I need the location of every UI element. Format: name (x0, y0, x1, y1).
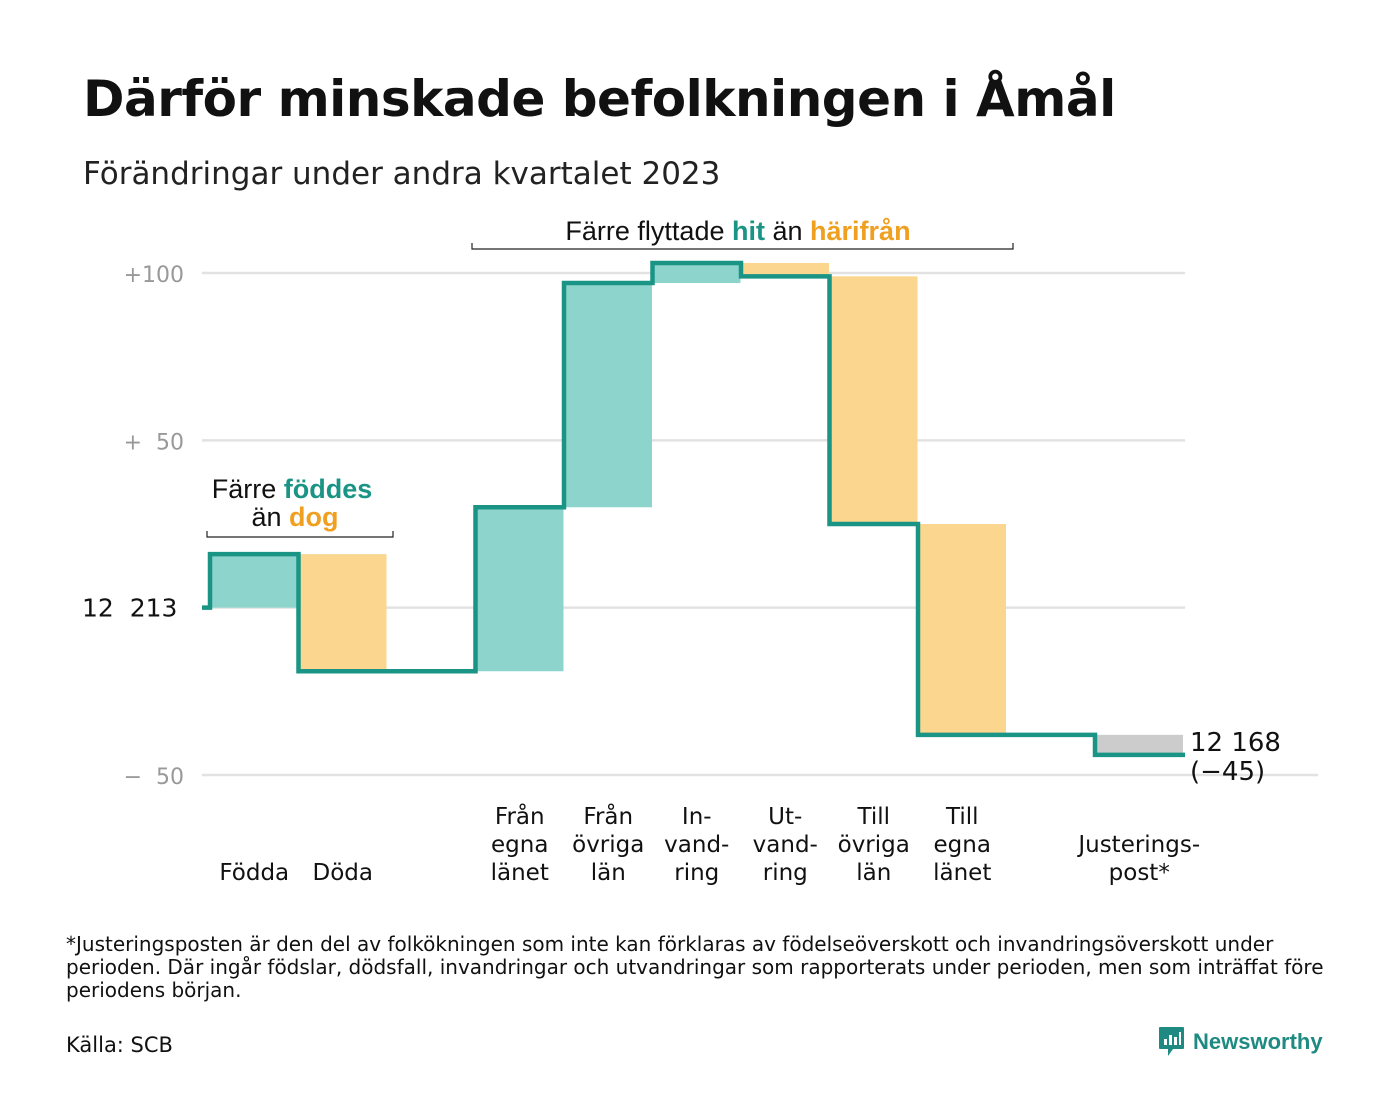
waterfall-chart: +100 + 50 12 213 − 50 Födda Döda Från egna länet… (82, 216, 1318, 886)
end-value-label: 12 168 (1190, 728, 1281, 758)
births-bracket (206, 531, 394, 538)
bars (210, 262, 1183, 755)
newsworthy-logo-icon (1159, 1027, 1184, 1056)
category-label: Till egna länet (933, 804, 991, 886)
cumulative-line (202, 260, 1185, 758)
source: Källa: SCB (66, 1033, 173, 1057)
waterfall-bar (475, 507, 564, 672)
start-value-label: 12 213 (82, 594, 177, 623)
waterfall-bar (1095, 734, 1183, 755)
axis-labels: +100 + 50 12 213 − 50 Födda Döda Från egna länet… (82, 263, 1281, 886)
y-tick-label: + 50 (124, 430, 184, 455)
category-label: In-vand-ring (664, 804, 729, 886)
waterfall-bar (918, 524, 1006, 735)
waterfall-bar (741, 262, 829, 277)
moves-annotation: Färre flyttade hit än härifrån (471, 216, 1014, 250)
brand: Newsworthy (1158, 1026, 1323, 1058)
category-label: Från övriga län (572, 802, 644, 886)
category-label: Till övriga län (838, 804, 910, 886)
chart-subtitle: Förändringar under andra kvartalet 2023 (83, 156, 721, 192)
births-annotation: Färre föddes än dog (206, 474, 394, 538)
waterfall-bar (652, 262, 741, 284)
footnote: *Justeringsposten är den del av folkökni… (66, 932, 1324, 1002)
births-annotation-line1: Färre föddes (212, 474, 373, 504)
moves-bracket (471, 243, 1014, 250)
waterfall-bar (298, 554, 387, 672)
y-tick-label: +100 (124, 263, 184, 288)
category-label: Födda (219, 860, 289, 886)
category-label: Justerings-post* (1076, 832, 1200, 886)
moves-annotation-text: Färre flyttade hit än härifrån (565, 216, 910, 246)
brand-name: Newsworthy (1193, 1029, 1323, 1054)
waterfall-bar (829, 276, 918, 524)
category-label: Ut-vand-ring (753, 804, 818, 886)
chart-title: Därför minskade befolkningen i Åmål (83, 70, 1116, 128)
gridlines (202, 271, 1318, 777)
births-annotation-line2: än dog (251, 502, 338, 532)
category-label: Döda (313, 860, 373, 886)
category-label: Från egna länet (491, 802, 549, 886)
end-change-label: (−45) (1190, 757, 1265, 787)
y-tick-label: − 50 (124, 765, 184, 790)
cumulative-step-line (202, 260, 1185, 758)
waterfall-bar (564, 283, 652, 508)
waterfall-bar (210, 554, 298, 608)
